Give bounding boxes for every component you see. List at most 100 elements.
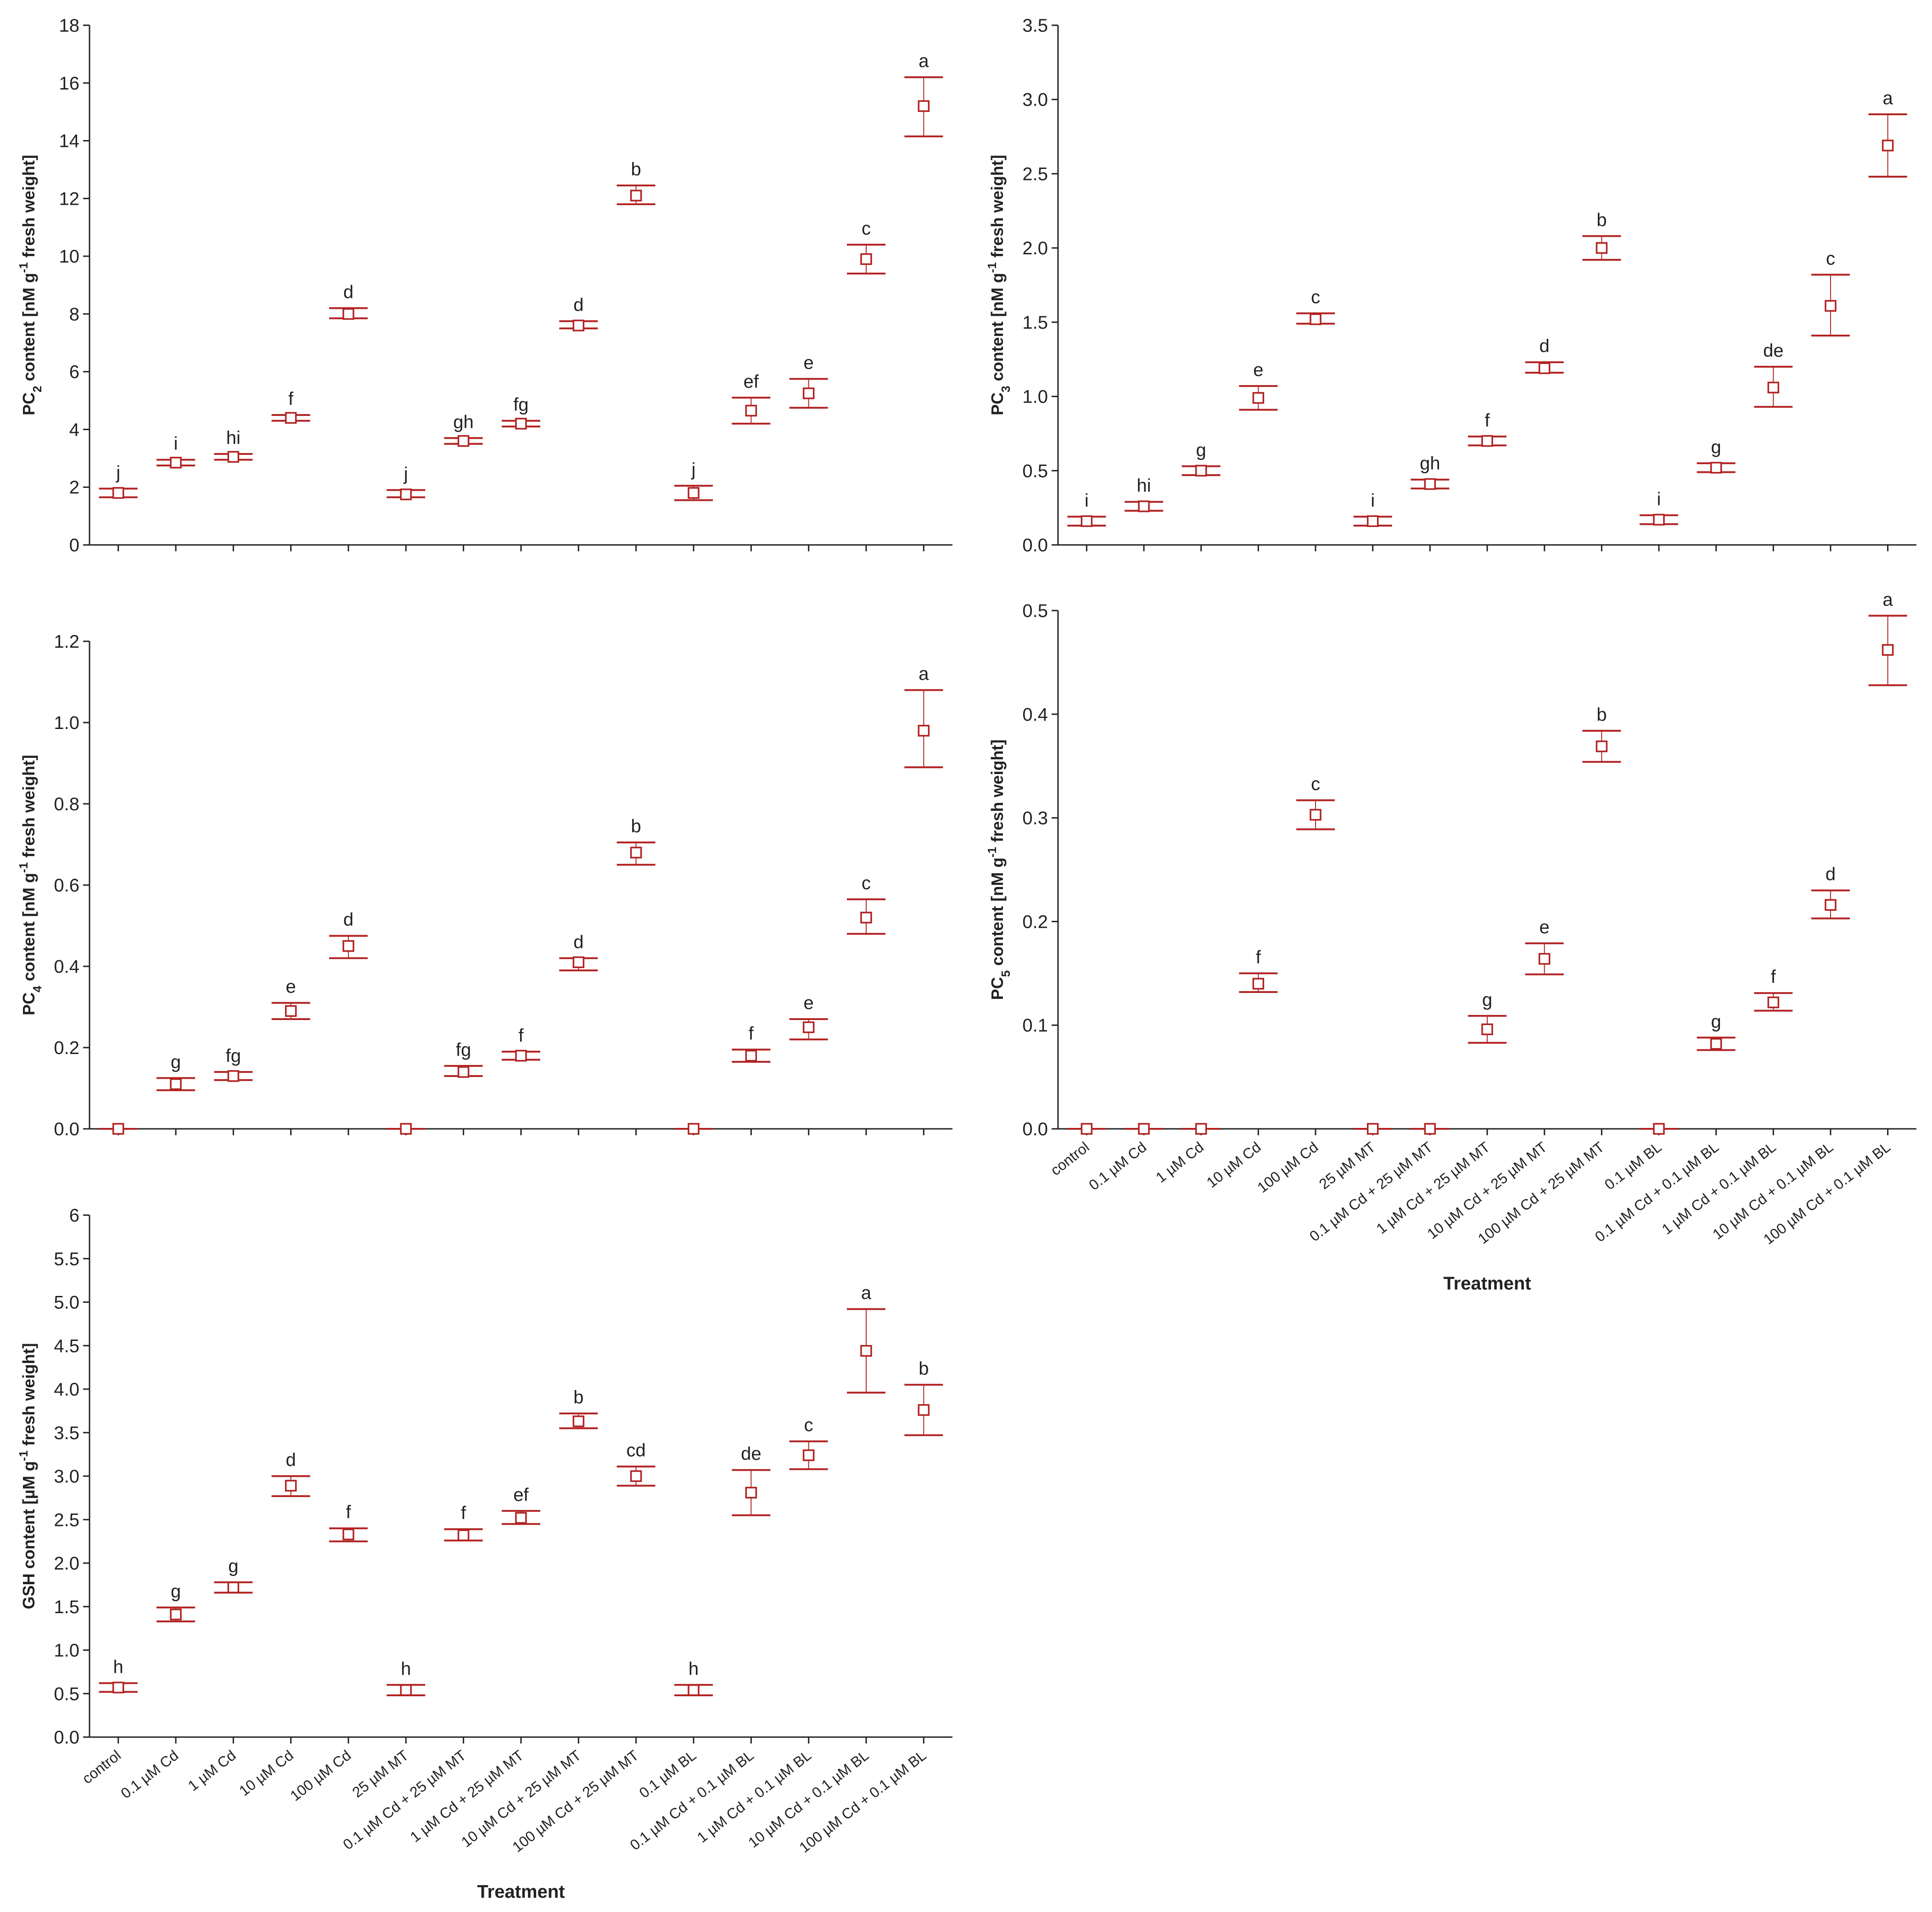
significance-letter: fg	[226, 1046, 241, 1066]
y-tick-label: 1.0	[1022, 387, 1048, 407]
mean-marker	[1882, 644, 1894, 656]
ylabel-part: GSH content [µM g	[19, 1461, 38, 1609]
y-tick-label: 3.0	[54, 1467, 79, 1487]
significance-letter: g	[1711, 437, 1721, 457]
x-axis-label: Treatment	[477, 1882, 565, 1902]
significance-letter: d	[343, 282, 353, 302]
significance-letter: f	[346, 1502, 351, 1522]
ylabel-part: PC	[988, 977, 1007, 1000]
y-tick-label: 0.5	[1022, 461, 1048, 481]
data-point: g	[214, 1556, 253, 1594]
y-tick-label: 0.5	[54, 1684, 79, 1704]
y-tick-label: 3.5	[1022, 16, 1048, 36]
mean-marker	[342, 940, 354, 952]
data-point: b	[616, 816, 655, 866]
data-point: d	[1811, 864, 1850, 920]
significance-letter: j	[116, 462, 120, 482]
data-point	[1067, 1123, 1106, 1135]
data-point: a	[904, 664, 943, 768]
mean-marker	[515, 1512, 527, 1524]
data-point: h	[386, 1659, 426, 1697]
data-point: e	[789, 993, 828, 1041]
y-tick-label: 3.0	[1022, 90, 1048, 110]
mean-marker	[1481, 1023, 1493, 1035]
mean-marker	[572, 1415, 585, 1427]
mean-marker	[630, 1470, 642, 1482]
y-tick-label: 0	[69, 535, 79, 555]
ylabel-part: fresh weight]	[19, 155, 38, 262]
significance-letter: g	[171, 1052, 181, 1072]
significance-letter: hi	[226, 428, 241, 448]
significance-letter: c	[1311, 774, 1320, 794]
data-point: e	[1239, 360, 1278, 411]
data-point: e	[789, 353, 828, 409]
significance-letter: h	[401, 1659, 411, 1679]
significance-letter: f	[1771, 967, 1776, 987]
data-point: gh	[444, 412, 483, 447]
mean-marker	[1195, 1123, 1207, 1135]
mean-marker	[1424, 478, 1436, 490]
significance-letter: f	[1256, 947, 1261, 967]
mean-marker	[1825, 300, 1837, 312]
significance-letter: a	[918, 664, 929, 684]
data-point: f	[329, 1502, 368, 1542]
significance-letter: g	[171, 1581, 181, 1602]
significance-letter: de	[741, 1444, 762, 1464]
mean-marker	[688, 1123, 700, 1135]
mean-marker	[1825, 899, 1837, 911]
data-point: g	[1182, 440, 1221, 477]
significance-letter: ef	[513, 1485, 529, 1505]
data-point: c	[847, 873, 885, 935]
significance-letter: g	[228, 1556, 238, 1576]
ylabel-part: PC	[19, 992, 38, 1015]
y-tick-label: 0.0	[54, 1119, 79, 1139]
mean-marker	[1596, 740, 1608, 752]
mean-marker	[860, 912, 872, 924]
data-point	[1353, 1123, 1392, 1135]
ylabel-part: 3	[999, 386, 1013, 392]
data-point	[1125, 1123, 1163, 1135]
mean-marker	[1138, 1123, 1150, 1135]
y-tick-label: 0.0	[1022, 1119, 1048, 1139]
significance-letter: h	[113, 1657, 123, 1677]
significance-letter: b	[1596, 210, 1607, 230]
significance-letter: f	[749, 1023, 754, 1043]
y-tick-label: 4.5	[54, 1336, 79, 1356]
mean-marker	[1310, 809, 1322, 821]
mean-marker	[170, 457, 182, 469]
mean-marker	[1252, 978, 1265, 990]
data-point: f	[502, 1026, 540, 1062]
significance-letter: b	[1596, 705, 1607, 725]
data-point	[674, 1123, 713, 1135]
y-tick-label: 0.3	[1022, 808, 1048, 829]
significance-letter: g	[1482, 990, 1492, 1010]
y-tick-label: 2.5	[54, 1510, 79, 1530]
data-point: b	[1582, 210, 1621, 261]
significance-letter: f	[461, 1503, 466, 1523]
mean-marker	[112, 487, 124, 499]
y-tick-label: 6	[69, 1206, 79, 1226]
significance-letter: j	[403, 464, 408, 484]
ylabel-part: 4	[30, 986, 44, 992]
significance-letter: cd	[627, 1441, 646, 1461]
ylabel-part: 5	[999, 970, 1013, 977]
ylabel-part: 2	[30, 386, 44, 392]
mean-marker	[400, 1684, 412, 1696]
mean-marker	[630, 847, 642, 858]
ylabel-part: -1	[17, 1451, 30, 1461]
y-tick-label: 1.0	[54, 1641, 79, 1661]
mean-marker	[515, 418, 527, 430]
y-tick-label: 0.0	[54, 1727, 79, 1748]
data-point	[1640, 1123, 1678, 1135]
significance-letter: i	[1085, 491, 1089, 511]
y-tick-label: 1.5	[1022, 313, 1048, 333]
mean-marker	[572, 956, 585, 968]
ylabel-part: fresh weight]	[19, 1343, 38, 1451]
data-point: j	[99, 462, 138, 499]
mean-marker	[745, 1049, 757, 1062]
mean-marker	[170, 1078, 182, 1090]
y-axis-label: PC4 content [nM g-1 fresh weight]	[17, 755, 44, 1015]
data-point: i	[1353, 491, 1392, 527]
